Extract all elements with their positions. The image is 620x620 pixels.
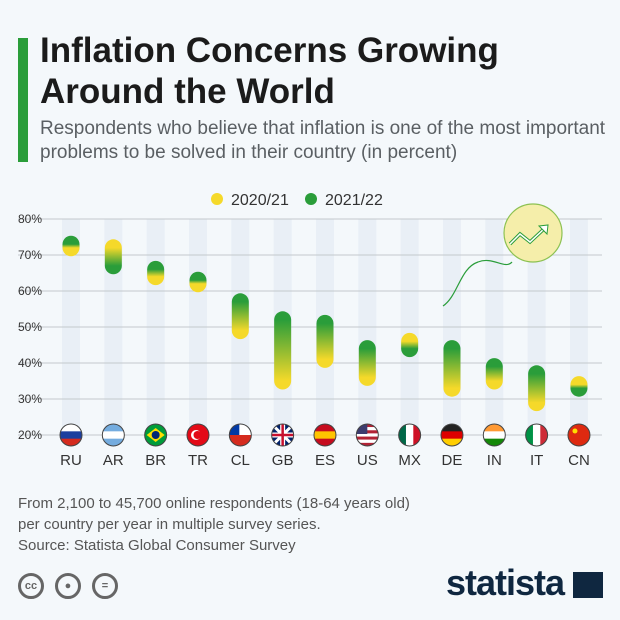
flag-br-icon — [144, 423, 168, 447]
flag-es-icon — [313, 423, 337, 447]
range-capsule-TR — [189, 271, 207, 293]
x-tick-label: AR — [103, 452, 124, 469]
y-tick-label: 20% — [18, 428, 42, 442]
range-capsule-GB — [274, 311, 292, 390]
y-tick-label: 60% — [18, 284, 42, 298]
flag-in-icon — [482, 423, 506, 447]
balloon-illustration — [442, 203, 563, 307]
x-tick-label: BR — [145, 452, 166, 469]
x-tick-label: RU — [60, 452, 82, 469]
chart: 20% 30% 40% 50% 60% 70% 80% 2020/21 2021/22 RU AR B… — [18, 192, 602, 469]
flag-it-icon — [525, 423, 549, 447]
flag-tr-icon — [186, 423, 210, 447]
footnote: From 2,100 to 45,700 online respondents … — [18, 493, 410, 556]
legend-label: 2020/21 — [231, 192, 289, 209]
subtitle: Respondents who believe that inflation i… — [40, 118, 606, 163]
attribution-icon[interactable]: ● — [55, 573, 81, 599]
x-tick-label: CN — [568, 452, 590, 469]
range-capsule-ES — [316, 314, 334, 368]
x-tick-label: GB — [272, 452, 294, 469]
x-tick-label: ES — [315, 452, 335, 469]
x-tick-label: CL — [231, 452, 250, 469]
statista-logo[interactable]: statista — [446, 562, 604, 604]
page-title: Inflation Concerns Growing Around the Wo… — [40, 31, 499, 111]
flag-cl-icon — [228, 423, 252, 447]
range-capsule-CL — [231, 293, 249, 340]
range-capsule-IN — [485, 358, 503, 390]
note-line-2: per country per year in multiple survey … — [18, 516, 321, 533]
cc-icon[interactable]: cc — [18, 573, 44, 599]
no-derivatives-icon[interactable]: = — [92, 573, 118, 599]
x-tick-label: IT — [530, 452, 543, 469]
x-tick-label: DE — [442, 452, 463, 469]
range-capsule-AR — [104, 239, 122, 275]
y-tick-label: 70% — [18, 248, 42, 262]
x-tick-label: MX — [398, 452, 421, 469]
legend-marker — [211, 193, 223, 205]
note-line-1: From 2,100 to 45,700 online respondents … — [18, 495, 410, 512]
range-capsule-US — [358, 340, 376, 386]
range-capsule-RU — [62, 235, 80, 257]
flag-gb-icon — [271, 423, 295, 447]
x-tick-label: US — [357, 452, 378, 469]
legend-marker — [305, 193, 317, 205]
flag-de-icon — [440, 423, 464, 447]
x-tick-label: IN — [487, 452, 502, 469]
range-capsule-MX — [401, 332, 419, 358]
flag-us-icon — [355, 423, 379, 447]
range-capsule-BR — [147, 260, 165, 286]
flag-ru-icon — [59, 423, 83, 447]
flag-mx-icon — [398, 423, 422, 447]
legend-label: 2021/22 — [325, 192, 383, 209]
range-capsule-CN — [570, 376, 588, 397]
accent-bar — [18, 38, 28, 162]
flag-cn-icon — [567, 423, 591, 447]
range-capsule-IT — [528, 365, 546, 412]
range-capsule-DE — [443, 340, 461, 397]
y-tick-label: 40% — [18, 356, 42, 370]
y-tick-label: 50% — [18, 320, 42, 334]
y-tick-label: 80% — [18, 212, 42, 226]
x-tick-label: TR — [188, 452, 208, 469]
source: Source: Statista Global Consumer Survey — [18, 537, 296, 554]
y-tick-label: 30% — [18, 392, 42, 406]
flag-ar-icon — [101, 423, 125, 447]
